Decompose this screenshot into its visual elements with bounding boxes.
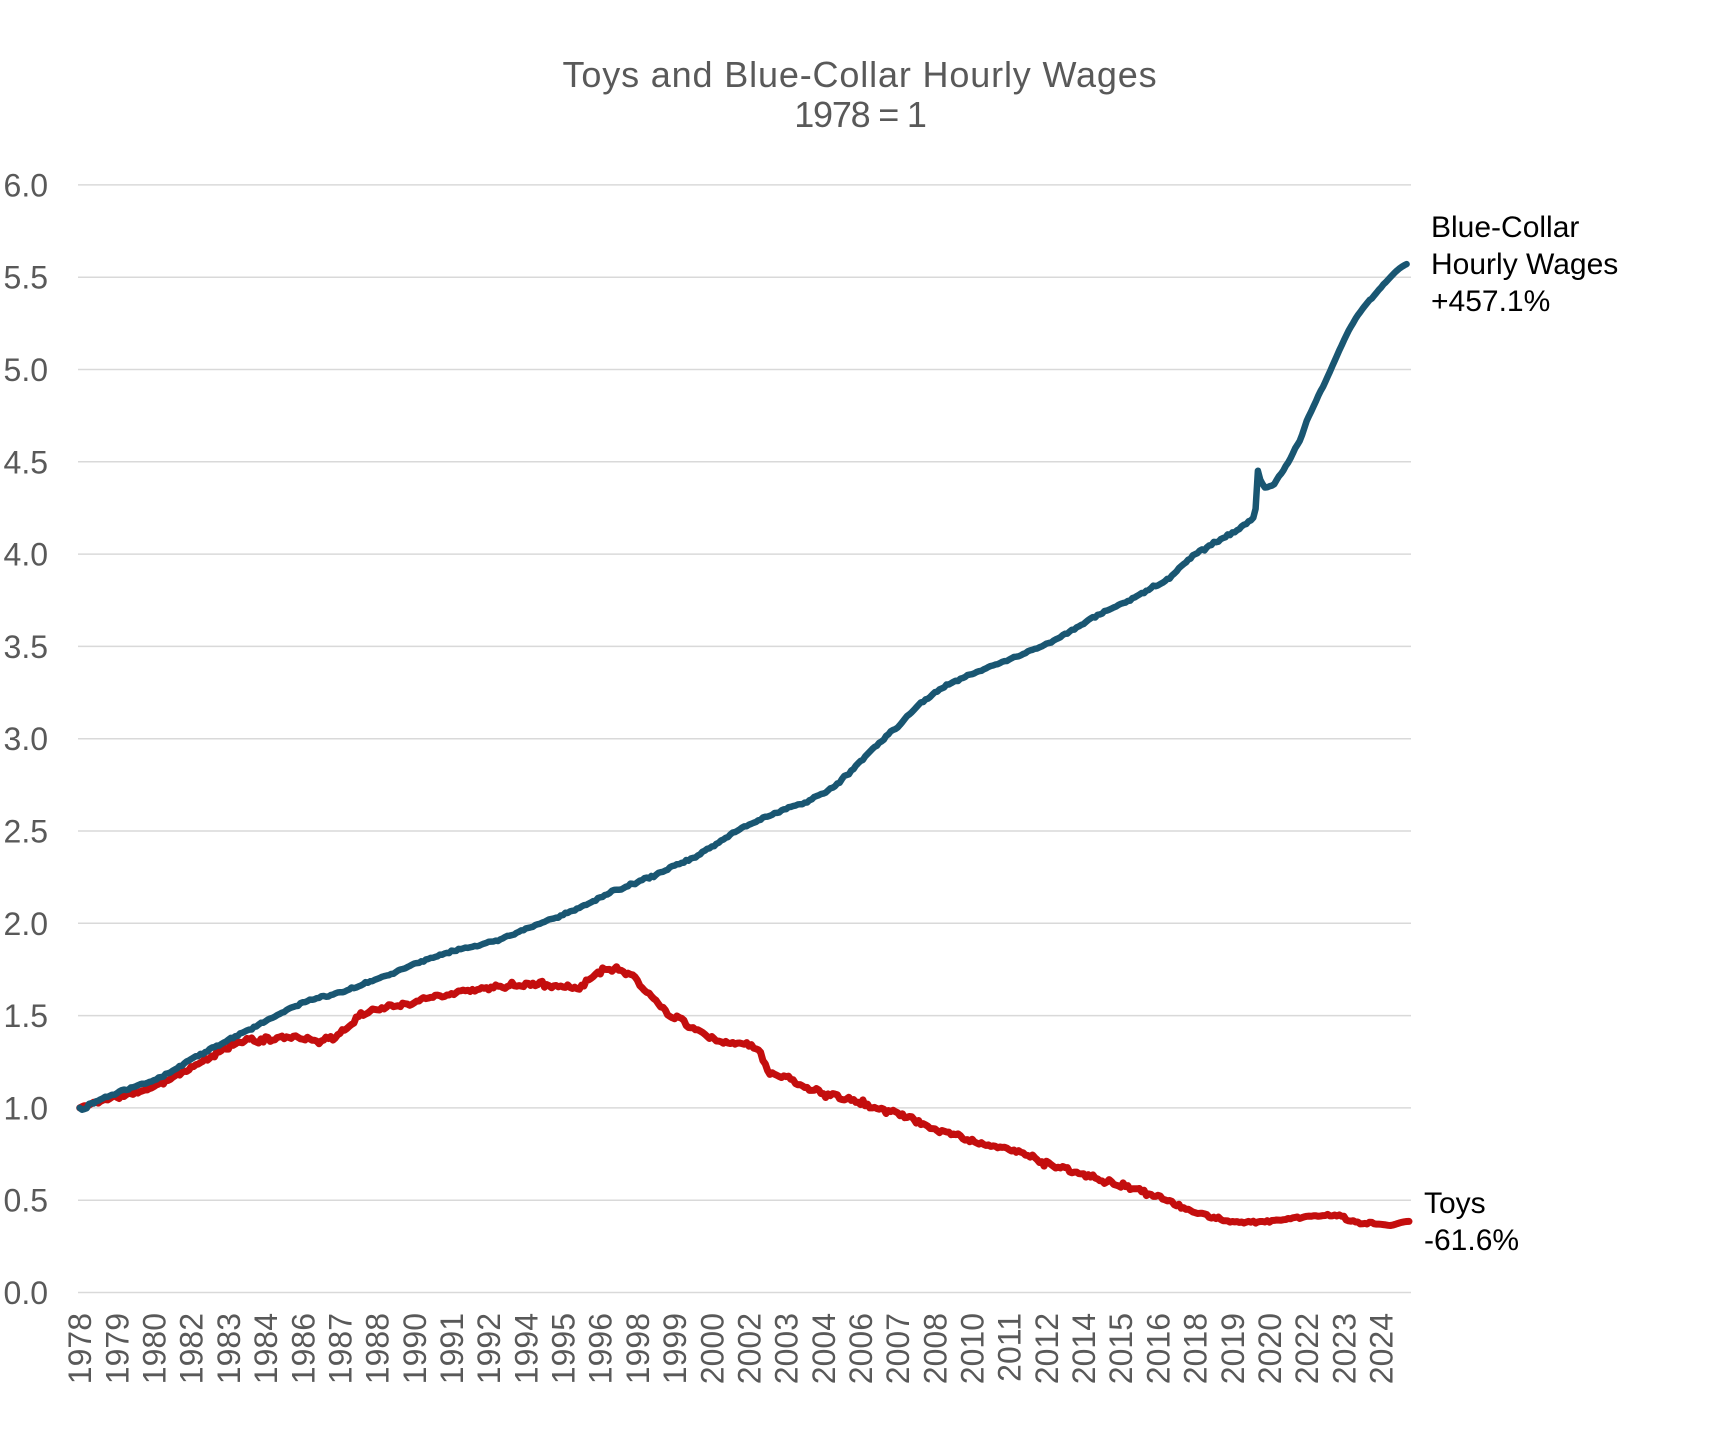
svg-text:2008: 2008 xyxy=(917,1313,953,1384)
svg-text:1978 = 1: 1978 = 1 xyxy=(794,94,926,135)
svg-text:2023: 2023 xyxy=(1326,1313,1362,1384)
svg-text:+457.1%: +457.1% xyxy=(1431,285,1550,318)
svg-text:2004: 2004 xyxy=(806,1313,842,1384)
svg-text:2019: 2019 xyxy=(1215,1313,1251,1384)
svg-text:2010: 2010 xyxy=(955,1313,991,1384)
svg-text:1992: 1992 xyxy=(471,1313,507,1384)
svg-text:1990: 1990 xyxy=(397,1313,433,1384)
svg-text:1.5: 1.5 xyxy=(4,998,48,1034)
svg-text:4.0: 4.0 xyxy=(4,537,48,573)
svg-text:1979: 1979 xyxy=(99,1313,135,1384)
svg-text:5.5: 5.5 xyxy=(4,260,48,296)
svg-text:1996: 1996 xyxy=(583,1313,619,1384)
svg-text:5.0: 5.0 xyxy=(4,352,48,388)
svg-text:2018: 2018 xyxy=(1178,1313,1214,1384)
svg-text:1.0: 1.0 xyxy=(4,1090,48,1126)
svg-text:2012: 2012 xyxy=(1029,1313,1065,1384)
svg-text:1983: 1983 xyxy=(211,1313,247,1384)
svg-text:1987: 1987 xyxy=(323,1313,359,1384)
svg-text:2020: 2020 xyxy=(1252,1313,1288,1384)
svg-text:2006: 2006 xyxy=(843,1313,879,1384)
svg-text:1988: 1988 xyxy=(360,1313,396,1384)
svg-text:1995: 1995 xyxy=(546,1313,582,1384)
svg-text:2002: 2002 xyxy=(731,1313,767,1384)
svg-text:Hourly Wages: Hourly Wages xyxy=(1431,248,1618,281)
svg-text:2024: 2024 xyxy=(1364,1313,1400,1384)
svg-text:1978: 1978 xyxy=(62,1313,98,1384)
svg-text:1994: 1994 xyxy=(508,1313,544,1384)
svg-text:1986: 1986 xyxy=(285,1313,321,1384)
svg-text:-61.6%: -61.6% xyxy=(1424,1224,1519,1257)
svg-text:1980: 1980 xyxy=(137,1313,173,1384)
svg-text:2.0: 2.0 xyxy=(4,906,48,942)
svg-text:2022: 2022 xyxy=(1289,1313,1325,1384)
svg-text:3.5: 3.5 xyxy=(4,629,48,665)
svg-text:1991: 1991 xyxy=(434,1313,470,1384)
svg-text:Toys and Blue-Collar Hourly Wa: Toys and Blue-Collar Hourly Wages xyxy=(563,54,1158,95)
svg-text:2011: 2011 xyxy=(992,1313,1028,1382)
svg-text:2000: 2000 xyxy=(694,1313,730,1384)
svg-text:0.0: 0.0 xyxy=(4,1275,48,1311)
svg-text:1999: 1999 xyxy=(657,1313,693,1384)
svg-text:0.5: 0.5 xyxy=(4,1183,48,1219)
svg-text:2.5: 2.5 xyxy=(4,814,48,850)
svg-text:2007: 2007 xyxy=(880,1313,916,1384)
svg-text:6.0: 6.0 xyxy=(4,167,48,203)
svg-text:Toys: Toys xyxy=(1424,1187,1486,1220)
svg-text:2015: 2015 xyxy=(1103,1313,1139,1384)
svg-text:4.5: 4.5 xyxy=(4,444,48,480)
svg-text:2016: 2016 xyxy=(1140,1313,1176,1384)
svg-text:1982: 1982 xyxy=(174,1313,210,1384)
svg-text:1984: 1984 xyxy=(248,1313,284,1384)
svg-text:3.0: 3.0 xyxy=(4,721,48,757)
svg-text:1998: 1998 xyxy=(620,1313,656,1384)
svg-text:2014: 2014 xyxy=(1066,1313,1102,1384)
svg-text:2003: 2003 xyxy=(769,1313,805,1384)
svg-text:Blue-Collar: Blue-Collar xyxy=(1431,211,1579,244)
